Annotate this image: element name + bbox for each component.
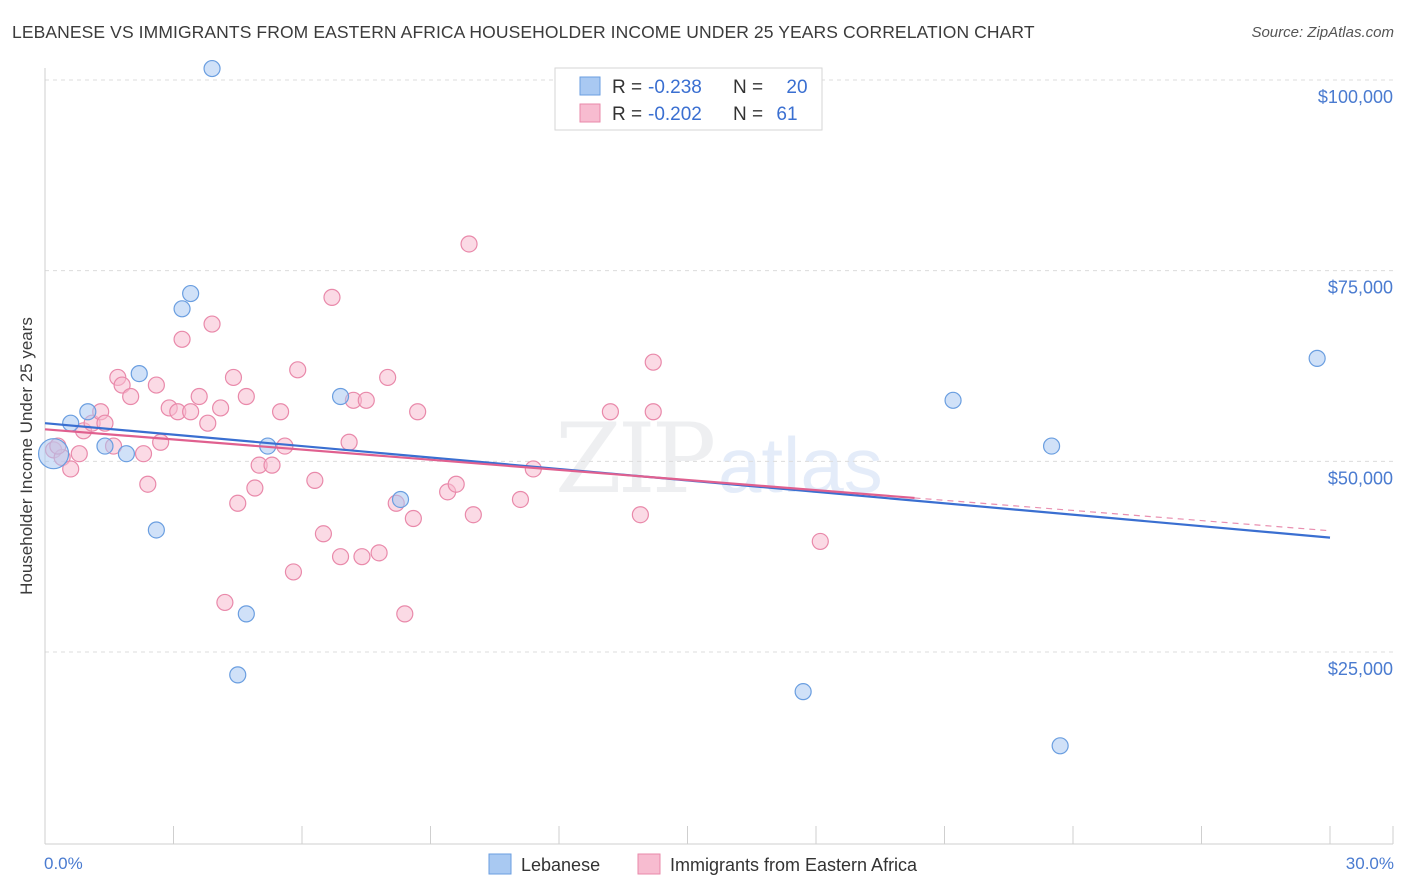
legend-label-lebanese: Lebanese [521, 855, 600, 875]
lebanese-point [79, 403, 97, 421]
eastern-africa-point [379, 368, 397, 387]
stats-n-label-eastern-africa: N = [733, 104, 763, 125]
eastern-africa-point [199, 414, 217, 432]
lebanese-point [794, 683, 812, 701]
eastern-africa-point [409, 403, 427, 421]
eastern-africa-point [357, 391, 375, 409]
lebanese-point [173, 300, 191, 318]
eastern-africa-point [331, 548, 350, 566]
eastern-africa-trend-extension [914, 497, 1331, 532]
eastern-africa-point [246, 479, 264, 497]
eastern-africa-trend-line [44, 428, 915, 500]
y-tick-label: $50,000 [1328, 468, 1393, 488]
lebanese-point [96, 437, 114, 455]
eastern-africa-point [212, 399, 230, 417]
eastern-africa-point [631, 506, 649, 524]
stats-r-label-lebanese: R = [612, 77, 642, 98]
eastern-africa-point [263, 456, 281, 474]
stats-r-value-lebanese: -0.238 [648, 77, 702, 98]
eastern-africa-point [113, 376, 131, 394]
eastern-africa-point [314, 525, 333, 543]
eastern-africa-point [152, 433, 170, 451]
eastern-africa-point [340, 433, 358, 451]
eastern-africa-point [447, 475, 465, 493]
eastern-africa-point [284, 563, 303, 581]
eastern-africa-point [289, 361, 307, 379]
eastern-africa-point [122, 387, 140, 406]
eastern-africa-point [139, 475, 157, 493]
lebanese-point [331, 387, 350, 406]
eastern-africa-point [190, 387, 208, 406]
stats-n-value-lebanese: 20 [786, 77, 807, 98]
eastern-africa-point [70, 445, 88, 463]
stats-box: R = -0.238 N = 20 R = -0.202 N = 61 [554, 67, 823, 131]
eastern-africa-point [464, 506, 482, 524]
eastern-africa-point [370, 544, 388, 562]
eastern-africa-point [644, 353, 662, 371]
legend-swatch-lebanese [488, 853, 512, 875]
lebanese-point [1042, 437, 1061, 455]
lebanese-point [62, 414, 80, 432]
lebanese-point [147, 521, 165, 539]
legend-label-eastern-africa: Immigrants from Eastern Africa [670, 855, 918, 875]
eastern-africa-point [62, 460, 80, 478]
series-eastern-africa-points [44, 235, 829, 623]
lebanese-point [1308, 349, 1326, 367]
eastern-africa-point [134, 445, 153, 463]
stats-n-value-eastern-africa: 61 [776, 104, 797, 125]
stats-r-value-eastern-africa: -0.202 [648, 104, 702, 125]
lebanese-point [203, 59, 221, 78]
eastern-africa-point [323, 288, 341, 306]
eastern-africa-point [644, 403, 662, 421]
watermark-zip: ZIP [555, 403, 714, 515]
lebanese-point [229, 666, 247, 684]
source-credit: Source: ZipAtlas.com [1251, 24, 1394, 41]
eastern-africa-point [511, 490, 530, 509]
x-axis-ticks [44, 826, 1394, 844]
stats-swatch-eastern-africa [579, 103, 601, 123]
lebanese-point [391, 490, 410, 509]
stats-n-label-lebanese: N = [733, 77, 763, 98]
x-tick-label-max: 30.0% [1346, 854, 1394, 873]
lebanese-point [237, 605, 255, 623]
eastern-africa-point [237, 387, 255, 406]
y-axis-ticks: $25,000 $50,000 $75,000 $100,000 [1318, 87, 1393, 679]
eastern-africa-point [147, 376, 165, 394]
lebanese-point [117, 445, 135, 463]
lebanese-point [182, 284, 200, 303]
watermark: ZIP atlas [555, 403, 883, 515]
stats-swatch-lebanese [579, 76, 601, 96]
x-tick-label-min: 0.0% [44, 854, 83, 873]
lebanese-point [37, 438, 70, 470]
eastern-africa-point [271, 403, 290, 421]
eastern-africa-point [229, 494, 247, 512]
eastern-africa-point [203, 315, 221, 333]
legend-swatch-eastern-africa [637, 853, 661, 875]
y-axis-label: Householder Income Under 25 years [17, 317, 36, 595]
series-lebanese-points [37, 59, 1326, 755]
eastern-africa-point [404, 509, 422, 528]
y-tick-label: $25,000 [1328, 659, 1393, 679]
lebanese-point [1051, 737, 1069, 755]
lebanese-point [944, 391, 962, 409]
chart-title: LEBANESE VS IMMIGRANTS FROM EASTERN AFRI… [12, 22, 1035, 42]
eastern-africa-point [353, 548, 371, 566]
stats-r-label-eastern-africa: R = [612, 104, 642, 125]
y-tick-label: $100,000 [1318, 87, 1393, 107]
eastern-africa-point [306, 471, 324, 489]
trend-lines [44, 422, 1331, 539]
lebanese-point [130, 365, 148, 383]
eastern-africa-point [460, 235, 478, 253]
eastern-africa-point [216, 593, 234, 612]
eastern-africa-point [811, 532, 829, 551]
gridlines [45, 79, 1393, 653]
eastern-africa-point [396, 605, 414, 623]
eastern-africa-point [173, 330, 191, 348]
eastern-africa-point [224, 368, 243, 387]
eastern-africa-point [601, 403, 620, 421]
y-tick-label: $75,000 [1328, 278, 1393, 298]
eastern-africa-point [182, 403, 200, 421]
legend: Lebanese Immigrants from Eastern Africa [488, 853, 918, 875]
